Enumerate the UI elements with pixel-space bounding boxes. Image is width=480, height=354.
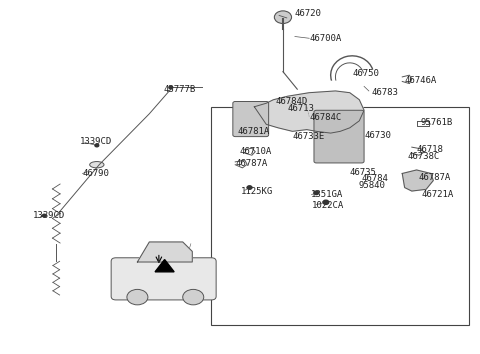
Text: 46721A: 46721A — [421, 190, 454, 199]
Circle shape — [169, 86, 173, 89]
Text: 46750: 46750 — [352, 69, 379, 78]
FancyBboxPatch shape — [314, 110, 364, 163]
Text: 1339CD: 1339CD — [80, 137, 112, 146]
Text: 46718: 46718 — [417, 145, 444, 154]
Bar — [211, 107, 469, 325]
Text: 1125KG: 1125KG — [241, 187, 273, 195]
Polygon shape — [402, 170, 433, 191]
Text: 46781A: 46781A — [238, 127, 270, 136]
Text: 1351GA: 1351GA — [311, 190, 343, 199]
FancyBboxPatch shape — [111, 258, 216, 300]
Text: 46738C: 46738C — [407, 152, 439, 161]
Circle shape — [323, 200, 329, 204]
Text: 95761B: 95761B — [420, 118, 453, 127]
Text: 46735: 46735 — [350, 168, 377, 177]
Text: 46787A: 46787A — [419, 173, 451, 182]
Ellipse shape — [90, 161, 104, 168]
Text: 46790: 46790 — [83, 169, 109, 178]
Text: 46730: 46730 — [364, 131, 391, 140]
Text: 46784C: 46784C — [309, 113, 341, 122]
Circle shape — [247, 186, 252, 189]
Polygon shape — [155, 259, 174, 272]
Text: 46784D: 46784D — [276, 97, 308, 106]
FancyBboxPatch shape — [233, 102, 269, 137]
Circle shape — [314, 191, 319, 195]
Circle shape — [42, 214, 46, 217]
Text: 46700A: 46700A — [309, 34, 341, 43]
Polygon shape — [254, 91, 364, 133]
Text: 46784: 46784 — [362, 174, 389, 183]
Text: 1339CD: 1339CD — [33, 211, 65, 220]
Circle shape — [183, 289, 204, 305]
Text: 46710A: 46710A — [239, 147, 271, 156]
Circle shape — [95, 144, 99, 147]
Text: 1022CA: 1022CA — [312, 201, 344, 210]
Text: 95840: 95840 — [359, 181, 385, 190]
Text: 43777B: 43777B — [164, 85, 196, 94]
Text: 46733E: 46733E — [292, 132, 325, 141]
Polygon shape — [137, 242, 192, 262]
Text: 46720: 46720 — [295, 9, 322, 18]
Text: 46783: 46783 — [371, 88, 398, 97]
Text: 46787A: 46787A — [235, 159, 267, 168]
Text: 46713: 46713 — [288, 104, 314, 113]
Circle shape — [275, 11, 291, 23]
Text: 46746A: 46746A — [405, 76, 437, 85]
Circle shape — [127, 289, 148, 305]
